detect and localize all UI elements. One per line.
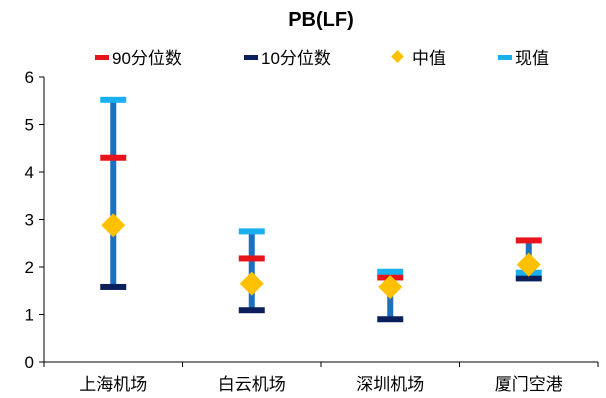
current-marker-1 [238, 228, 265, 235]
y-ticks: 0 1 2 3 4 5 6 [25, 68, 44, 372]
y-tick-label-2: 2 [25, 258, 34, 277]
legend-item-p90: 90分位数 [95, 49, 182, 68]
median-marker-1 [239, 271, 264, 296]
y-tick-label-0: 0 [25, 353, 34, 372]
x-category-label-1: 白云机场 [218, 375, 286, 394]
current-marker-0 [100, 96, 127, 103]
p90-marker-0 [100, 154, 127, 161]
p10-marker-3 [515, 275, 542, 282]
legend-label-p90: 90分位数 [112, 49, 182, 68]
chart-marks [100, 96, 542, 323]
legend-swatch-median [391, 50, 404, 63]
legend-swatch-p10 [244, 55, 258, 60]
legend-item-p10: 10分位数 [244, 49, 331, 68]
legend: 90分位数 10分位数 中值 现值 [95, 49, 549, 68]
current-marker-2 [377, 268, 404, 275]
p10-marker-0 [100, 283, 127, 290]
y-tick-label-1: 1 [25, 306, 34, 325]
legend-label-median: 中值 [412, 49, 446, 68]
legend-item-current: 现值 [498, 49, 549, 68]
p10-marker-2 [377, 316, 404, 323]
median-marker-2 [378, 274, 403, 299]
p90-marker-3 [515, 237, 542, 244]
y-tick-label-3: 3 [25, 211, 34, 230]
p10-marker-1 [238, 307, 265, 314]
x-category-label-3: 厦门空港 [495, 375, 563, 394]
median-marker-0 [101, 213, 126, 238]
y-tick-label-6: 6 [25, 68, 34, 87]
chart-title: PB(LF) [288, 9, 354, 31]
legend-swatch-current [498, 55, 512, 60]
median-marker-3 [516, 252, 541, 277]
x-category-label-0: 上海机场 [79, 375, 147, 394]
y-tick-label-4: 4 [25, 163, 34, 182]
x-category-label-2: 深圳机场 [356, 375, 424, 394]
legend-label-current: 现值 [515, 49, 549, 68]
legend-swatch-p90 [95, 55, 109, 60]
legend-item-median: 中值 [391, 49, 446, 68]
x-ticks: 上海机场 白云机场 深圳机场 厦门空港 [43, 362, 599, 394]
p90-marker-1 [238, 255, 265, 262]
y-tick-label-5: 5 [25, 116, 34, 135]
legend-label-p10: 10分位数 [261, 49, 331, 68]
